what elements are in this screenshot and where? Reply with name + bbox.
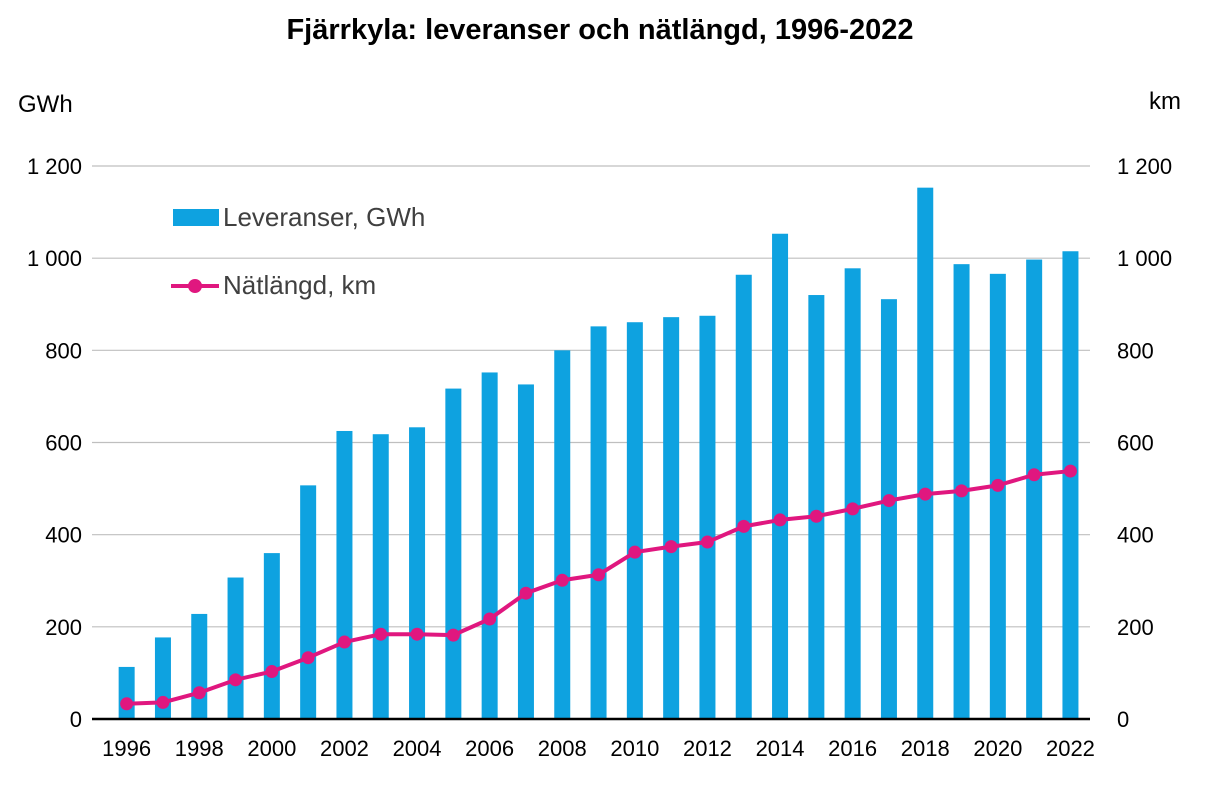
- line-point: [519, 586, 533, 600]
- bar: [554, 350, 571, 719]
- bar: [590, 326, 607, 719]
- legend-line-label: Nätlängd, km: [223, 270, 376, 300]
- bar: [191, 613, 208, 719]
- line-point: [955, 484, 969, 498]
- line-point: [192, 686, 206, 700]
- line-point: [301, 651, 315, 665]
- chart-title: Fjärrkyla: leveranser och nätlängd, 1996…: [286, 14, 913, 46]
- bar: [844, 268, 861, 719]
- line-point: [918, 487, 932, 501]
- line-point: [156, 695, 170, 709]
- y-left-tick-label: 200: [45, 615, 82, 640]
- x-tick-label: 1996: [102, 736, 151, 761]
- y-right-tick-label: 1 000: [1117, 246, 1172, 271]
- line-point: [1063, 464, 1077, 478]
- bar: [118, 666, 135, 719]
- line-point: [374, 627, 388, 641]
- x-tick-label: 2010: [610, 736, 659, 761]
- bar: [735, 274, 752, 719]
- bar: [445, 388, 462, 719]
- bar: [699, 315, 716, 719]
- y-left-tick-label: 1 000: [27, 246, 82, 271]
- legend: Leveranser, GWh Nätlängd, km: [171, 202, 425, 300]
- line-point: [628, 545, 642, 559]
- line-point: [1027, 468, 1041, 482]
- line-point: [773, 513, 787, 527]
- line-point: [483, 612, 497, 626]
- bar-series: [118, 187, 1079, 720]
- y-left-tick-labels: 0 200 400 600 800 1 000 1 200: [27, 154, 82, 732]
- bar: [917, 187, 934, 719]
- line-point: [700, 535, 714, 549]
- x-tick-label: 2012: [683, 736, 732, 761]
- x-tick-label: 2016: [828, 736, 877, 761]
- line-point: [592, 568, 606, 582]
- line-point: [120, 697, 134, 711]
- legend-line-marker: [188, 279, 202, 293]
- line-point: [446, 628, 460, 642]
- line-point: [991, 478, 1005, 492]
- x-tick-label: 2008: [538, 736, 587, 761]
- bar: [300, 485, 317, 719]
- x-tick-label: 2022: [1046, 736, 1095, 761]
- x-tick-label: 2000: [247, 736, 296, 761]
- line-point: [555, 573, 569, 587]
- bar: [663, 317, 680, 719]
- line-point: [664, 540, 678, 554]
- y-left-tick-label: 800: [45, 338, 82, 363]
- line-point: [809, 509, 823, 523]
- bar: [227, 577, 244, 719]
- line-series: [120, 464, 1077, 711]
- y-right-tick-label: 0: [1117, 707, 1129, 732]
- y-left-tick-label: 0: [70, 707, 82, 732]
- bar: [880, 299, 897, 719]
- bar: [626, 322, 643, 719]
- line-point: [229, 673, 243, 687]
- bar: [772, 233, 789, 719]
- bar: [372, 434, 389, 719]
- bar: [808, 295, 825, 719]
- bar: [481, 372, 498, 719]
- x-tick-label: 2002: [320, 736, 369, 761]
- bar: [989, 273, 1006, 719]
- x-tick-label: 2004: [393, 736, 442, 761]
- line-point: [265, 665, 279, 679]
- line-point: [846, 502, 860, 516]
- y-right-tick-label: 600: [1117, 431, 1154, 456]
- y-right-tick-labels: 0 200 400 600 800 1 000 1 200: [1117, 154, 1172, 732]
- x-tick-labels: 1996 1998 2000 2002 2004 2006 2008 2010 2012 2014…: [102, 736, 1095, 761]
- line-point: [410, 627, 424, 641]
- bar: [1062, 251, 1079, 720]
- legend-bar-swatch: [173, 209, 219, 226]
- bar: [409, 427, 426, 719]
- x-tick-label: 2018: [901, 736, 950, 761]
- bar: [336, 430, 353, 719]
- right-axis-unit: km: [1149, 88, 1181, 115]
- y-right-tick-label: 400: [1117, 523, 1154, 548]
- y-right-tick-label: 1 200: [1117, 154, 1172, 179]
- x-tick-label: 2020: [973, 736, 1022, 761]
- line-point: [337, 635, 351, 649]
- y-left-tick-label: 400: [45, 523, 82, 548]
- bar: [1026, 259, 1043, 719]
- bar: [517, 384, 534, 719]
- x-tick-label: 2006: [465, 736, 514, 761]
- line-point: [737, 519, 751, 533]
- left-axis-unit: GWh: [18, 91, 73, 118]
- legend-bar-label: Leveranser, GWh: [223, 202, 425, 232]
- bar: [263, 553, 280, 719]
- y-left-tick-label: 1 200: [27, 154, 82, 179]
- y-left-tick-label: 600: [45, 431, 82, 456]
- y-right-tick-label: 200: [1117, 615, 1154, 640]
- x-tick-label: 1998: [175, 736, 224, 761]
- x-tick-label: 2014: [756, 736, 805, 761]
- y-right-tick-label: 800: [1117, 338, 1154, 363]
- line-point: [882, 494, 896, 508]
